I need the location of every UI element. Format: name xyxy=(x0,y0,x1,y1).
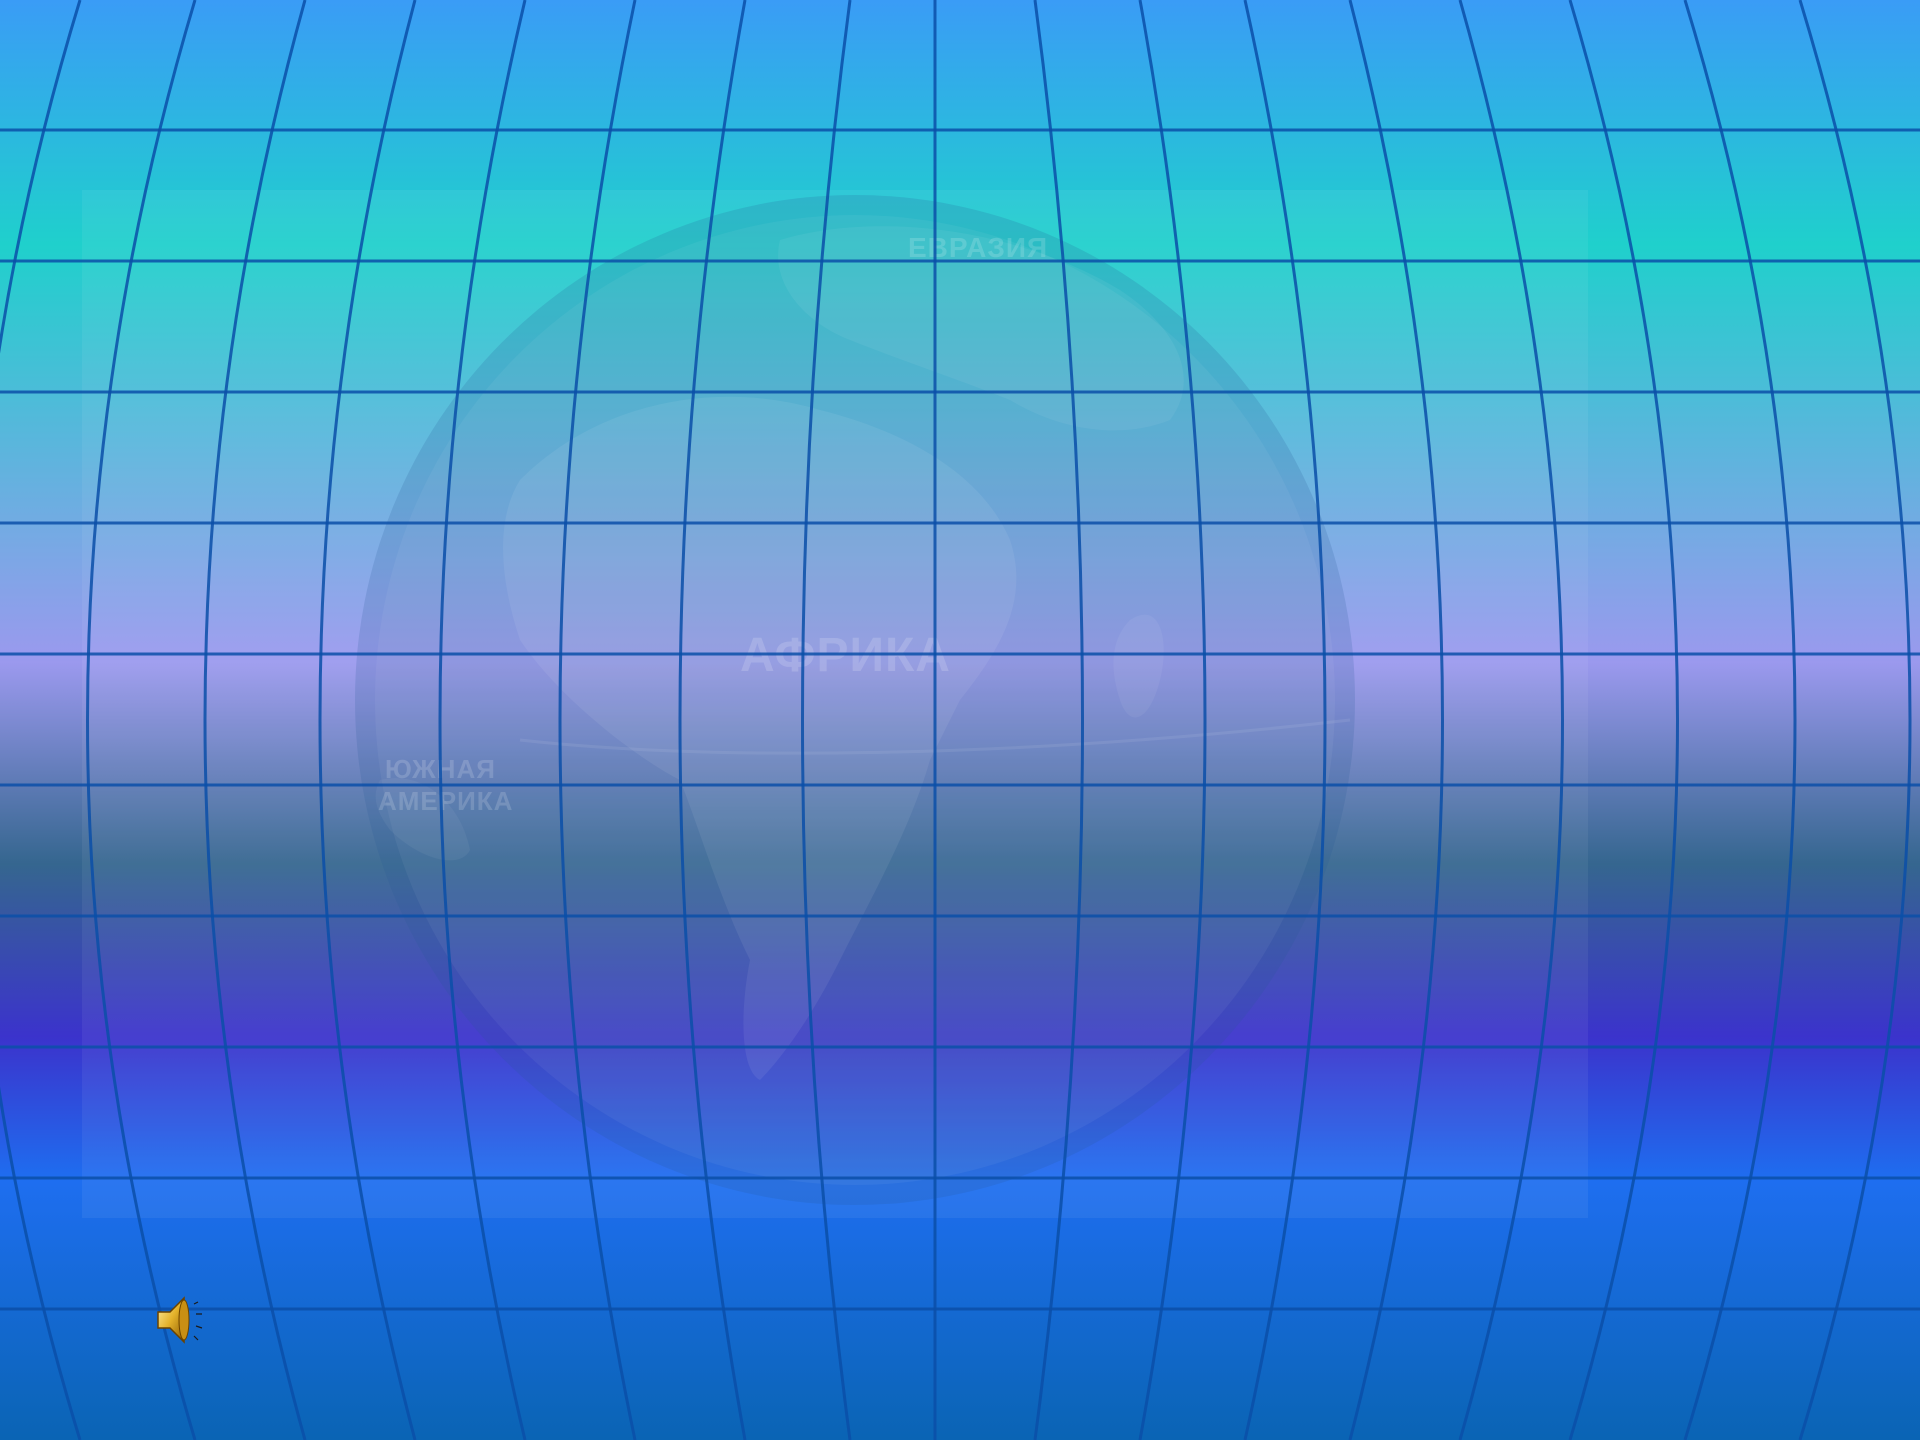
speaker-icon[interactable] xyxy=(150,1290,220,1350)
label-eurasia: ЕВРАЗИЯ xyxy=(908,232,1049,263)
label-south-america-line2: АМЕРИКА xyxy=(378,786,514,816)
